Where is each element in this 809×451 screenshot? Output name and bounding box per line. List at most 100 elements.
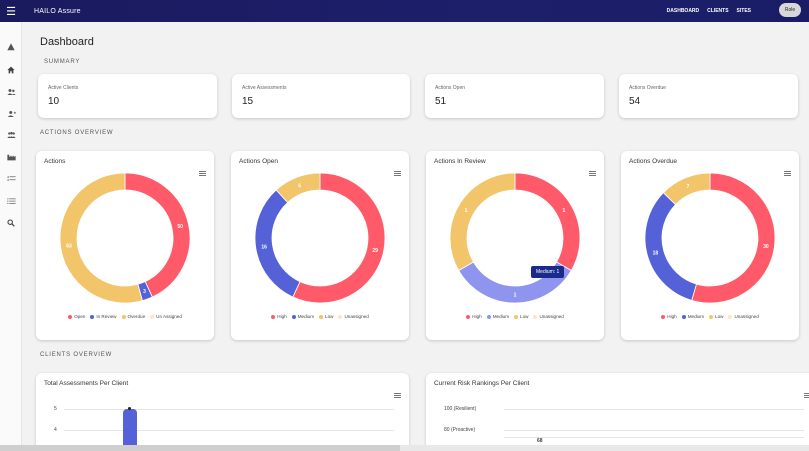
chart-menu-icon[interactable]: [784, 171, 791, 178]
factory-icon[interactable]: [0, 150, 22, 164]
y-tick-label: 5: [54, 406, 57, 412]
summary-card-active-clients[interactable]: Active Clients 10: [38, 74, 217, 118]
donut-data-label: 50: [177, 224, 183, 230]
summary-card-value: 15: [242, 96, 254, 107]
scrollbar-thumb[interactable]: [0, 445, 400, 451]
legend-marker: [338, 314, 343, 319]
donut-slice-low[interactable]: [662, 172, 711, 206]
users-icon[interactable]: [0, 85, 22, 99]
donut-slice-medium[interactable]: [644, 192, 697, 301]
legend-item[interactable]: High: [661, 314, 677, 319]
chart-menu-icon[interactable]: [199, 171, 206, 178]
section-clients-overview-label: CLIENTS OVERVIEW: [40, 352, 113, 358]
donut-data-label: 1: [465, 208, 468, 214]
summary-card-active-assessments[interactable]: Active Assessments 15: [232, 74, 410, 118]
legend-label: Medium: [687, 314, 705, 319]
legend-item[interactable]: In Review: [90, 314, 117, 319]
chart-title: Actions Open: [239, 158, 279, 165]
legend-item[interactable]: Unassigned: [338, 314, 369, 319]
donut-data-label: 3: [143, 289, 146, 295]
legend-label: Open: [74, 314, 86, 319]
donut-chart: 30 18 7: [644, 172, 776, 304]
legend-item[interactable]: Low: [319, 314, 333, 319]
chart-title: Actions: [44, 158, 66, 165]
legend-label: In Review: [96, 314, 117, 319]
legend-marker: [90, 314, 95, 319]
group-icon[interactable]: [0, 128, 22, 142]
chart-menu-icon[interactable]: [394, 393, 401, 400]
legend-marker: [661, 314, 666, 319]
legend-item[interactable]: Un Assigned: [150, 314, 182, 319]
add-user-icon[interactable]: [0, 107, 22, 121]
chart-legend: High Medium Low Unassigned: [426, 314, 604, 319]
donut-chart: 50 3 63: [59, 172, 191, 304]
donut-slice-low[interactable]: [449, 172, 516, 272]
nav-clients[interactable]: CLIENTS: [707, 8, 729, 14]
horizontal-scrollbar[interactable]: [0, 445, 809, 451]
page-title: Dashboard: [40, 36, 94, 48]
legend-item[interactable]: Overdue: [121, 314, 146, 319]
legend-item[interactable]: Medium: [486, 314, 510, 319]
donut-slice-open[interactable]: [124, 172, 191, 298]
donut-slice-high[interactable]: [691, 172, 776, 304]
checklist-icon[interactable]: [0, 172, 22, 186]
warning-icon[interactable]: [0, 40, 22, 54]
donut-data-label: 30: [763, 244, 769, 250]
chart-card-risk-rankings: Current Risk Rankings Per Client 100 (Re…: [426, 373, 809, 451]
chart-title: Actions Overdue: [629, 158, 678, 165]
legend-label: Medium: [492, 314, 510, 319]
nav-dashboard[interactable]: DASHBOARD: [666, 8, 700, 14]
legend-marker: [728, 314, 733, 319]
role-button[interactable]: Role: [779, 3, 801, 17]
summary-card-label: Actions Open: [435, 85, 466, 91]
chart-card-total-assessments: Total Assessments Per Client 5 4: [36, 373, 409, 451]
donut-slice-high[interactable]: [514, 172, 581, 272]
search-icon[interactable]: [0, 216, 22, 230]
legend-label: Overdue: [127, 314, 146, 319]
legend-item[interactable]: Unassigned: [533, 314, 564, 319]
legend-label: Un Assigned: [156, 314, 182, 319]
top-app-bar: ☰ HAILO Assure DASHBOARD CLIENTS SITES R…: [0, 0, 809, 22]
legend-item[interactable]: High: [466, 314, 482, 319]
legend-item[interactable]: Medium: [291, 314, 315, 319]
legend-item[interactable]: Unassigned: [728, 314, 759, 319]
legend-label: Low: [520, 314, 529, 319]
legend-label: High: [277, 314, 287, 319]
legend-item[interactable]: Low: [514, 314, 528, 319]
legend-marker: [514, 314, 519, 319]
data-label: 68: [537, 438, 543, 444]
chart-legend: High Medium Low Unassigned: [621, 314, 799, 319]
legend-marker: [121, 314, 126, 319]
menu-icon[interactable]: ☰: [6, 5, 16, 18]
legend-item[interactable]: High: [271, 314, 287, 319]
summary-card-actions-overdue[interactable]: Actions Overdue 54: [619, 74, 798, 118]
summary-card-actions-open[interactable]: Actions Open 51: [425, 74, 604, 118]
chart-menu-icon[interactable]: [804, 393, 809, 400]
bar[interactable]: [123, 409, 137, 451]
donut-slice-high[interactable]: [292, 172, 386, 304]
donut-slice-medium[interactable]: [254, 189, 301, 298]
nav-sites[interactable]: SITES: [736, 8, 751, 14]
donut-slice-low[interactable]: [275, 172, 321, 204]
summary-card-value: 54: [629, 96, 641, 107]
chart-menu-icon[interactable]: [394, 171, 401, 178]
donut-data-label: 1: [514, 293, 517, 299]
legend-item[interactable]: Medium: [681, 314, 705, 319]
chart-menu-icon[interactable]: [589, 171, 596, 178]
donut-slice-overdue[interactable]: [59, 172, 143, 304]
legend-label: Unassigned: [539, 314, 564, 319]
home-icon[interactable]: [0, 63, 22, 77]
section-summary-label: SUMMARY: [44, 59, 81, 65]
y-tick-label: 80 (Proactive): [444, 427, 476, 433]
list-icon[interactable]: [0, 194, 22, 208]
chart-card-actions-overdue: Actions Overdue 30 18 7 High Medium Low Unass…: [621, 151, 799, 340]
legend-marker: [68, 314, 73, 319]
gridline: [64, 409, 394, 410]
summary-card-label: Actions Overdue: [629, 85, 666, 91]
legend-label: Low: [715, 314, 724, 319]
legend-label: Medium: [297, 314, 315, 319]
summary-card-value: 10: [48, 96, 60, 107]
legend-item[interactable]: Open: [68, 314, 85, 319]
summary-card-value: 51: [435, 96, 447, 107]
legend-item[interactable]: Low: [709, 314, 723, 319]
